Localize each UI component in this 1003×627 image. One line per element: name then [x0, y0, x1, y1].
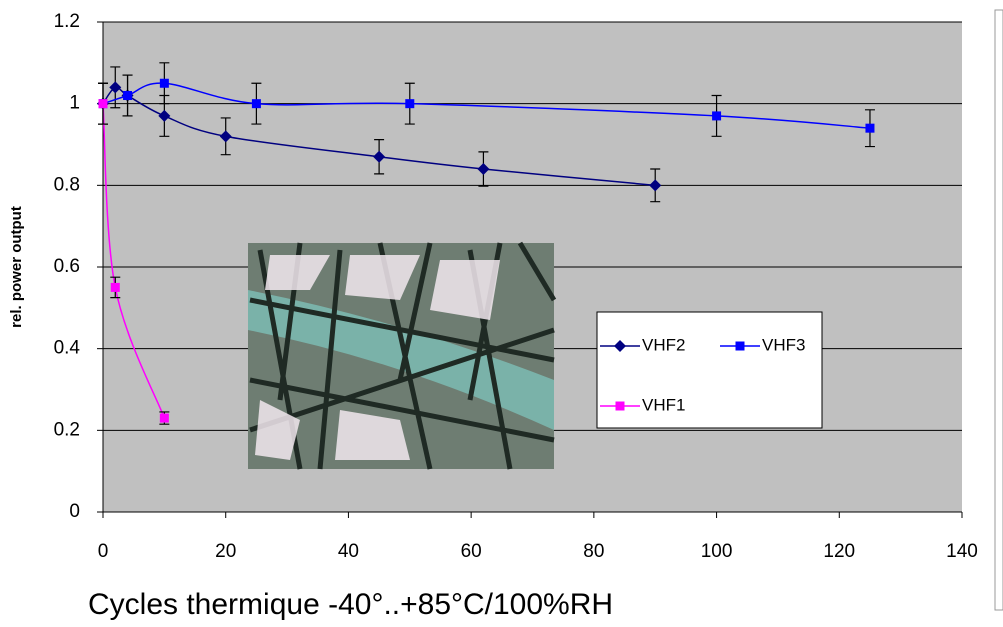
inset-photo: [248, 241, 557, 470]
legend-label: VHF3: [762, 335, 805, 354]
y-tick-label: 0.8: [54, 174, 80, 195]
marker: [615, 401, 625, 411]
marker: [614, 340, 626, 352]
x-tick-label: 20: [215, 541, 236, 562]
x-tick-label: 100: [701, 541, 733, 562]
marker: [405, 99, 415, 109]
legend-label: VHF2: [642, 335, 685, 354]
marker: [110, 282, 120, 292]
y-tick-label: 0.6: [54, 256, 80, 277]
y-tick-label: 0.4: [54, 338, 81, 359]
marker: [477, 163, 490, 175]
legend-box: [596, 311, 823, 429]
x-tick-label: 120: [823, 541, 855, 562]
marker: [649, 179, 662, 192]
y-tick-label: 0: [69, 501, 80, 522]
marker: [865, 123, 875, 133]
marker: [159, 78, 169, 88]
series-line: [102, 82, 871, 129]
y-tick-label: 1: [69, 93, 80, 114]
marker: [712, 111, 722, 121]
marker: [123, 91, 133, 100]
marker: [159, 413, 169, 423]
x-tick-label: 80: [583, 541, 604, 562]
marker: [219, 130, 232, 143]
marker: [158, 109, 171, 122]
marker: [109, 81, 122, 94]
marker: [251, 99, 261, 109]
marker: [98, 99, 108, 109]
marker: [373, 150, 386, 163]
y-axis-label: rel. power output: [8, 206, 25, 328]
x-tick-label: 40: [338, 541, 359, 562]
legend-label: VHF1: [642, 395, 685, 414]
x-tick-label: 0: [98, 541, 109, 562]
y-tick-label: 0.2: [54, 419, 80, 440]
x-axis-label: Cycles thermique -40°..+85°C/100%RH: [88, 588, 613, 621]
edge-strip: [994, 9, 1003, 611]
x-tick-label: 60: [461, 541, 482, 562]
marker: [735, 341, 745, 351]
y-tick-label: 1.2: [54, 11, 80, 32]
x-tick-label: 140: [946, 541, 978, 562]
